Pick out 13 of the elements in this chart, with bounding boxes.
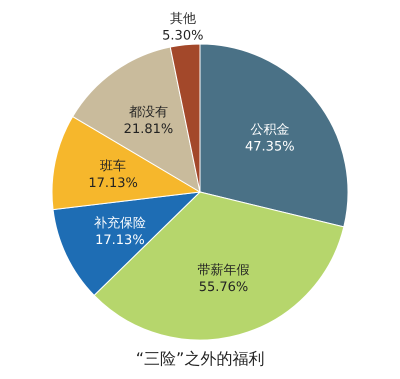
data-label: 21.81%	[124, 122, 174, 138]
data-label: 17.13%	[88, 176, 138, 192]
data-label: 47.35%	[245, 140, 295, 155]
data-label: 17.13%	[95, 232, 145, 248]
slice-label: 补充保险	[94, 216, 146, 231]
slice-label: 公积金	[250, 122, 290, 138]
slice-label: 其他	[170, 12, 196, 26]
data-label: 55.76%	[198, 280, 248, 296]
slice-label: 带薪年假	[197, 263, 250, 278]
data-label: 5.30%	[162, 28, 204, 44]
slice-label: 班车	[100, 159, 126, 174]
text: “三险”之外的福利	[136, 349, 264, 368]
slice-label: 都没有	[128, 105, 168, 120]
